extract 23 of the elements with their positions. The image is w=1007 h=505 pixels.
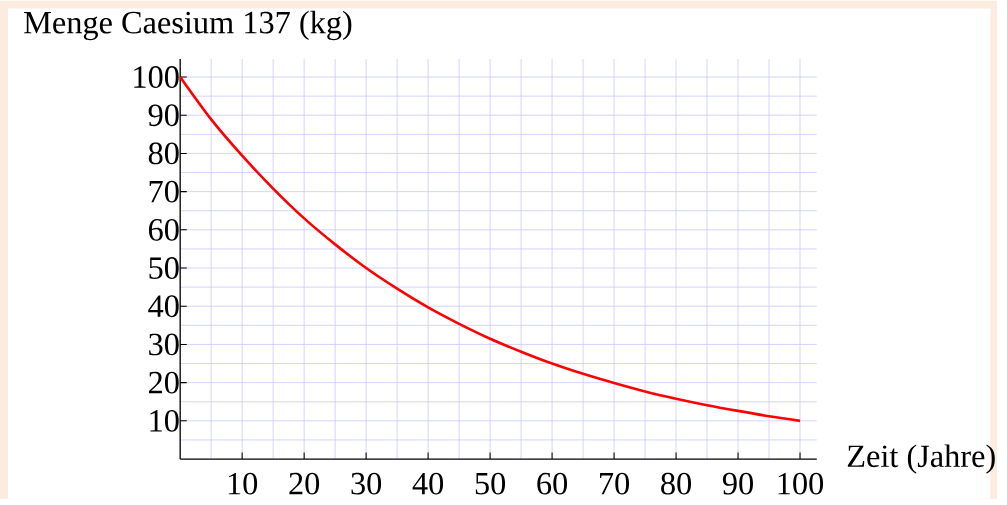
y-tick-label: 80 <box>148 142 179 165</box>
x-tick-label: 20 <box>289 472 320 495</box>
y-tick-label: 100 <box>134 65 179 88</box>
x-tick-label: 30 <box>351 472 382 495</box>
y-tick-label: 70 <box>149 180 179 203</box>
y-tick-label: 10 <box>150 409 179 432</box>
x-tick-label: 70 <box>600 472 630 495</box>
line-series <box>178 75 802 423</box>
x-tick-label: 80 <box>661 472 692 495</box>
y-tick-label: 60 <box>148 218 179 241</box>
y-tick-label: 90 <box>148 104 179 126</box>
y-axis-title: Menge Caesium 137 (kg) <box>24 10 352 41</box>
x-tick-label: 50 <box>475 472 506 495</box>
y-tick-label: 40 <box>148 295 179 317</box>
x-tick-label: 100 <box>778 472 824 495</box>
y-tick-label: 30 <box>149 333 179 356</box>
y-tick-label: 20 <box>149 371 179 394</box>
y-tick-label: 50 <box>149 256 179 279</box>
x-tick-label: 90 <box>722 472 753 495</box>
x-tick-label: 60 <box>537 472 568 495</box>
x-tick-label: 40 <box>412 472 444 495</box>
x-tick-label: 10 <box>228 472 258 495</box>
x-axis-title: Zeit (Jahre) <box>847 444 995 474</box>
